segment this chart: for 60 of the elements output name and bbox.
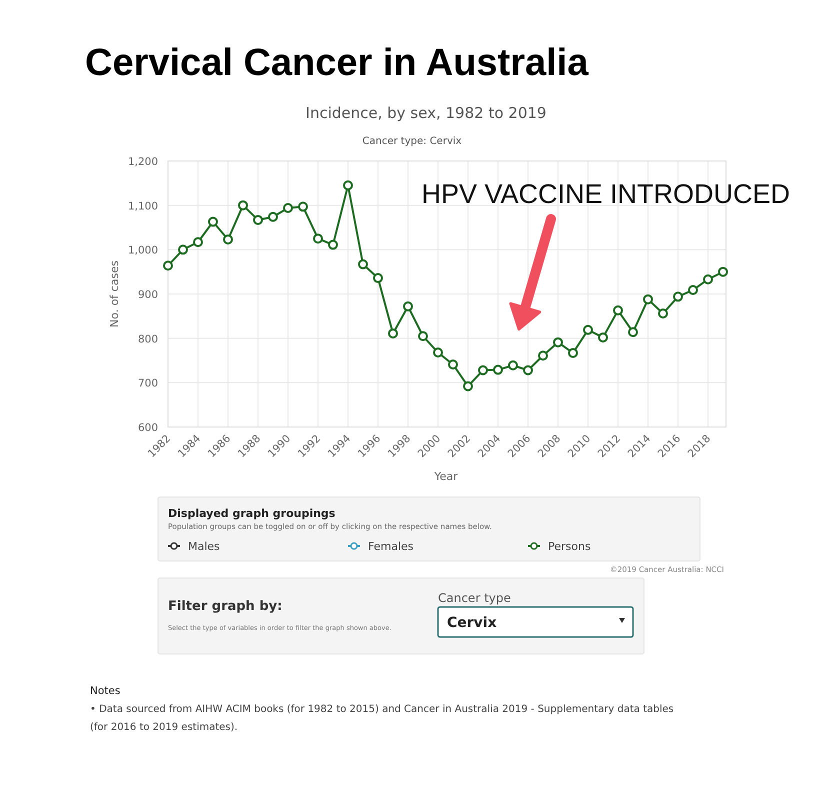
annotation: HPV VACCINE INTRODUCED: [421, 179, 790, 209]
point: [508, 360, 518, 370]
point: [628, 327, 638, 338]
legend-title: Displayed graph groupings: [168, 507, 336, 520]
y-tick-label: 600: [138, 422, 158, 434]
y-tick-label: 1,100: [128, 200, 158, 212]
point: [163, 260, 173, 271]
point: [178, 244, 188, 255]
y-axis-title: No. of cases: [108, 260, 121, 328]
point: [208, 216, 218, 227]
point: [718, 266, 728, 277]
point: [253, 214, 263, 225]
point: [568, 348, 578, 358]
point: [373, 273, 383, 284]
text: Notes: [90, 685, 120, 697]
point: [673, 292, 683, 302]
point: [703, 274, 713, 284]
point: [613, 305, 623, 316]
text: Cancer type: Cervix: [362, 136, 462, 147]
point: [448, 359, 458, 370]
point: [283, 202, 293, 213]
point: [343, 180, 353, 190]
y-tick-label: 900: [138, 289, 158, 301]
point: [313, 234, 323, 244]
text: Cancer type: [438, 591, 511, 605]
point: [658, 308, 668, 319]
point: [328, 240, 338, 250]
legend-label: Persons: [548, 540, 591, 553]
legend-label: Males: [188, 540, 220, 553]
y-tick-label: 1,200: [128, 156, 158, 168]
point: [298, 202, 308, 212]
point: [493, 364, 503, 375]
point: [688, 285, 698, 296]
chart-subtitle: Incidence, by sex, 1982 to 2019: [306, 104, 546, 122]
point: [238, 200, 248, 210]
point: [598, 332, 608, 342]
point: [193, 237, 203, 248]
legend-label: Females: [368, 540, 414, 553]
point: [523, 365, 533, 376]
x-axis-title: Year: [433, 470, 458, 483]
point: [538, 350, 548, 361]
point: [403, 301, 413, 312]
chart-title: Cervical Cancer in Australia: [85, 42, 590, 84]
point: [223, 234, 233, 244]
text: Filter graph by:: [168, 599, 282, 614]
y-tick-label: 1,000: [128, 244, 158, 257]
point: [463, 381, 473, 392]
text: Cervix: [447, 615, 497, 631]
point: [553, 337, 563, 348]
point: [433, 348, 443, 358]
y-tick-label: 700: [138, 378, 158, 390]
point: [478, 365, 488, 376]
point: [418, 331, 428, 342]
point: [643, 294, 653, 304]
text: • Data sourced from AIHW ACIM books (for 1982 to 2015) and Cancer in Australia 2019 - Supplementary data tables (for 2016 to 2019 estimates).: [90, 704, 674, 733]
point: [358, 259, 368, 270]
point: [268, 212, 278, 222]
point: [583, 324, 593, 335]
y-tick-label: 800: [138, 333, 158, 346]
point: [388, 328, 398, 338]
